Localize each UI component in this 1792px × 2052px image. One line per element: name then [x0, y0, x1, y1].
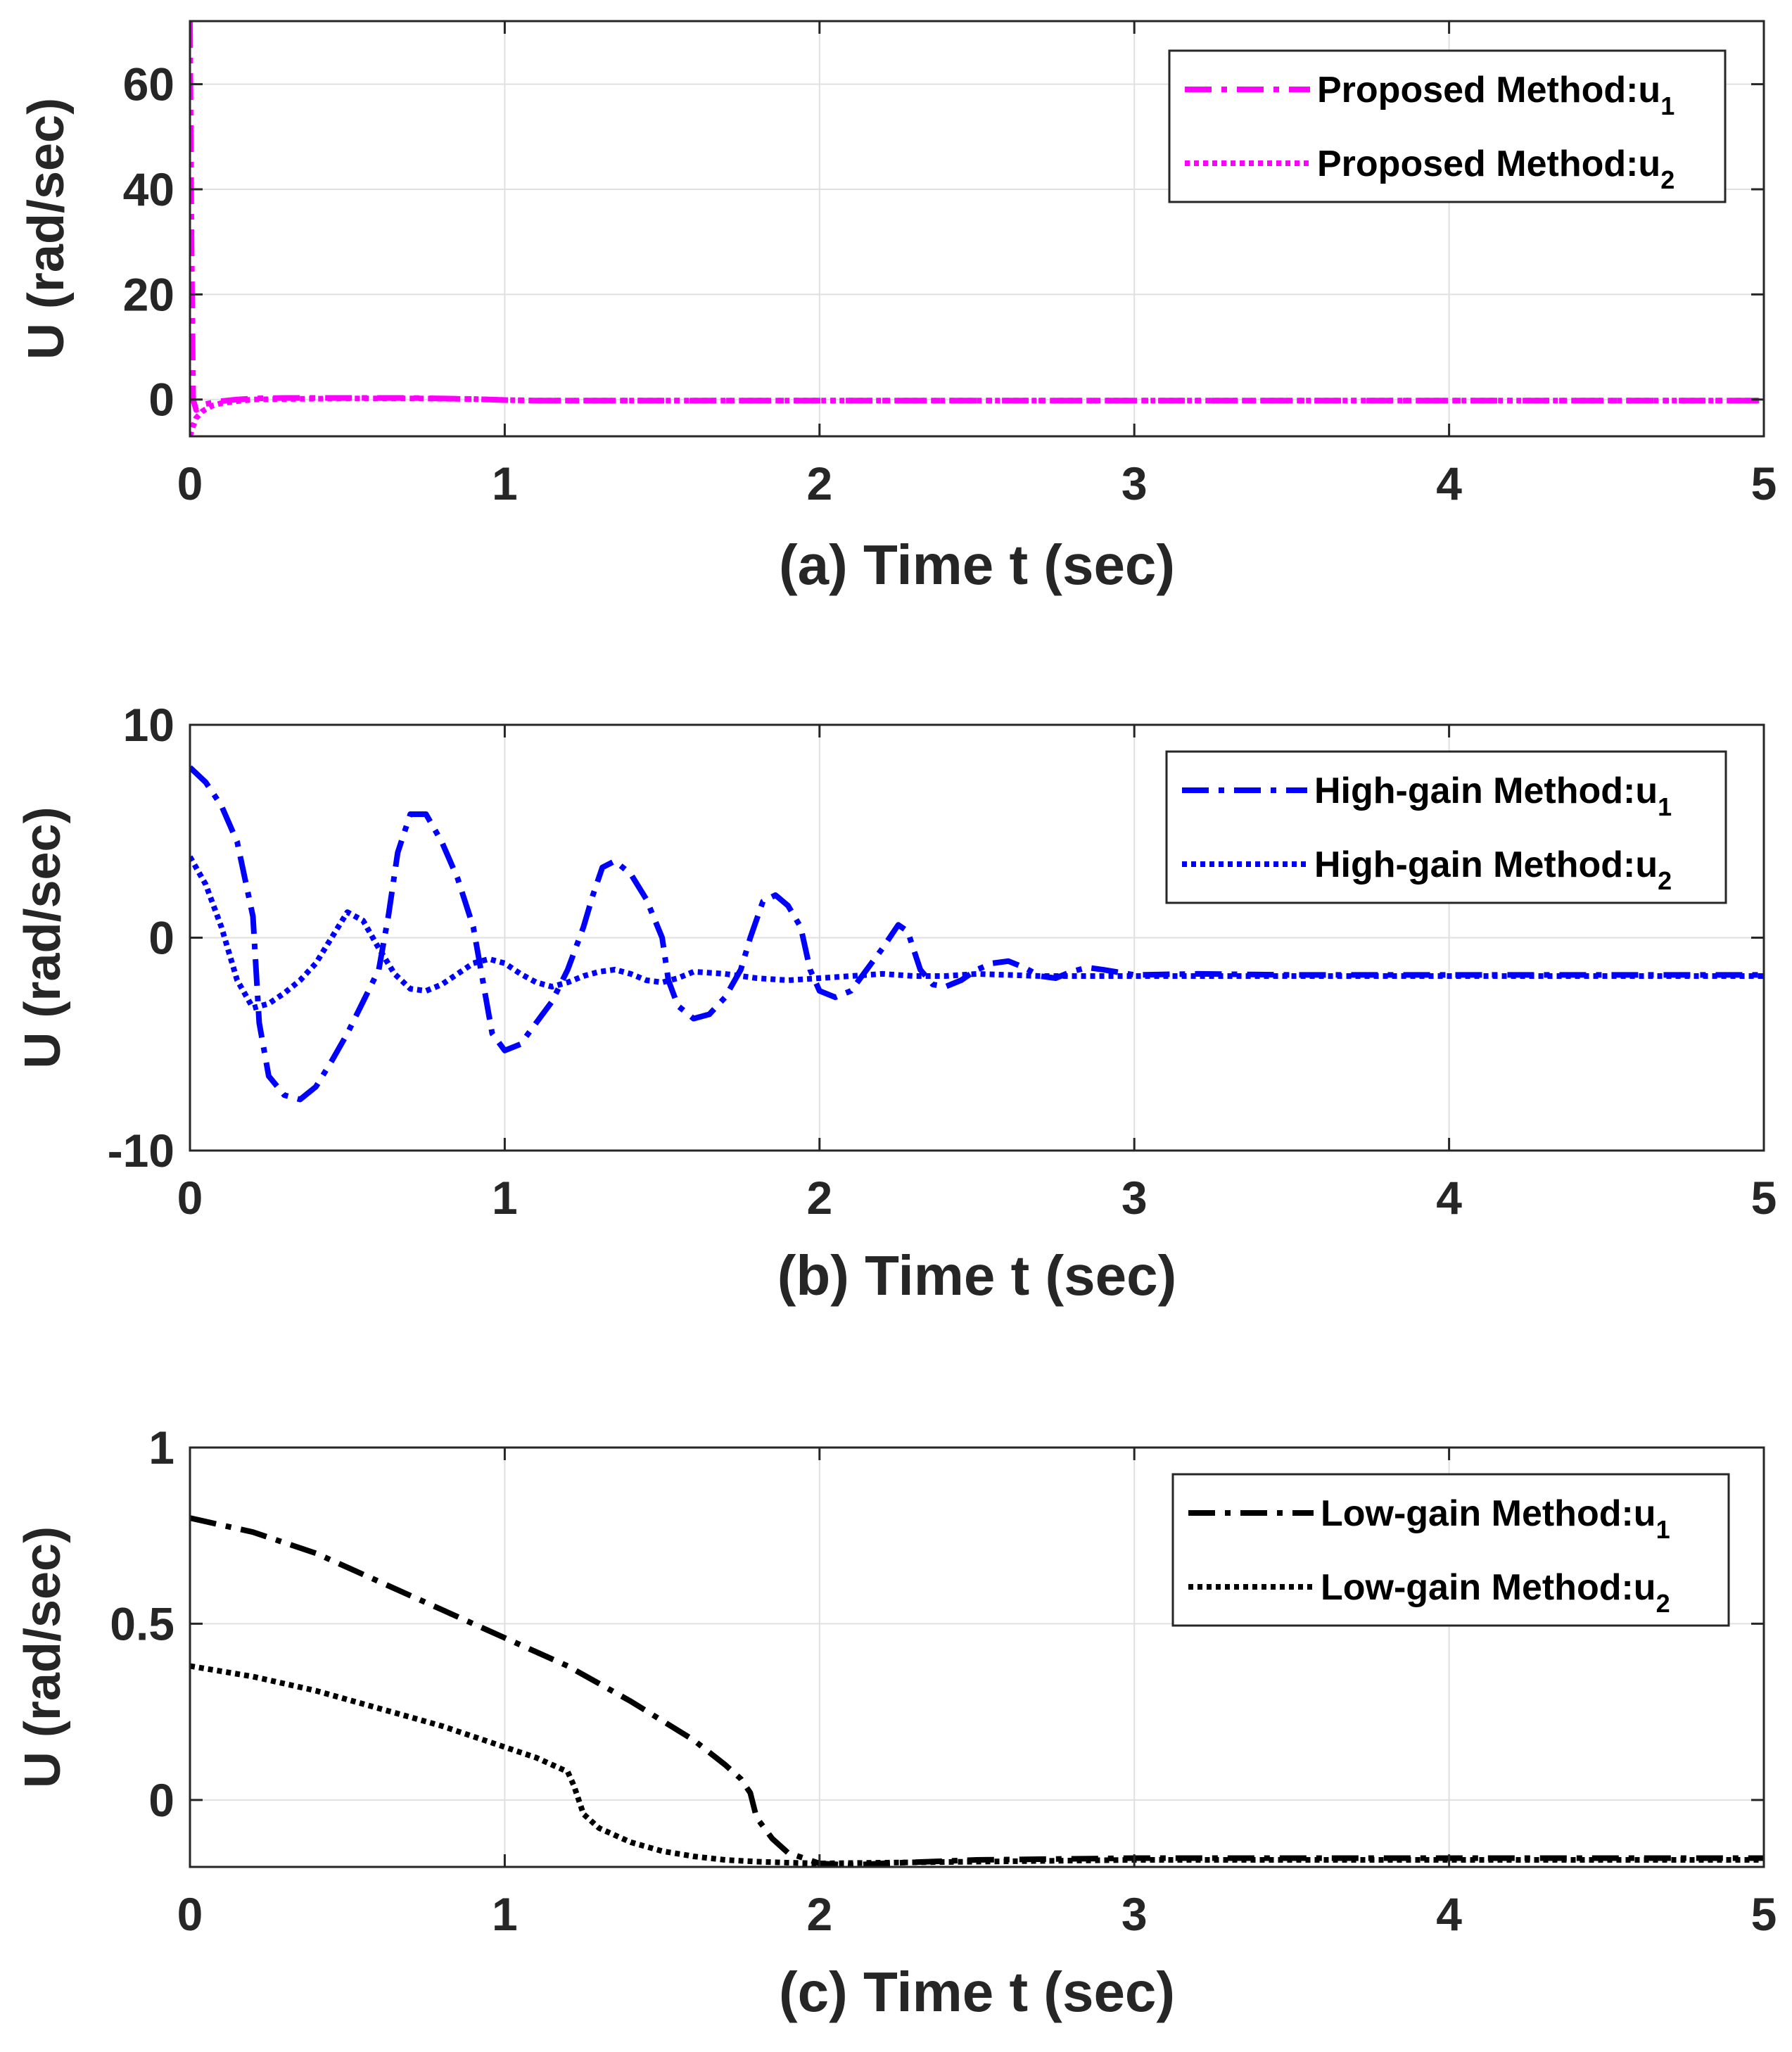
- y-axis-label: U (rad/sec): [15, 1526, 71, 1788]
- y-tick-label: 60: [123, 58, 174, 110]
- x-axis-label: (a) Time t (sec): [779, 533, 1175, 596]
- x-tick-label: 4: [1436, 1888, 1462, 1940]
- series-line-high-gain-method-u1: [190, 765, 1764, 1103]
- legend-box: [1168, 49, 1727, 203]
- x-tick-label: 4: [1436, 457, 1462, 509]
- x-tick-label: 1: [492, 457, 518, 509]
- y-tick-label: 10: [123, 699, 174, 751]
- series-line-proposed-method-u1: [190, 21, 1764, 413]
- y-axis-label: U (rad/sec): [15, 806, 71, 1068]
- series-line-low-gain-method-u1: [190, 1515, 1764, 1867]
- legend-subscript: 2: [1658, 866, 1672, 895]
- x-tick-label: 1: [492, 1172, 518, 1224]
- x-tick-label: 0: [177, 1172, 203, 1224]
- y-axis-label: U (rad/sec): [18, 98, 75, 360]
- y-tick-label: 20: [123, 268, 174, 320]
- x-tick-label: 2: [806, 1888, 832, 1940]
- subplot-3: 0 1 2 3 4 5 0 0.5 1 (c) Time t (sec) U (rad/sec) Lo…: [15, 1421, 1777, 2023]
- legend-box: [1165, 750, 1727, 904]
- y-tick-label: 0.5: [110, 1597, 174, 1649]
- y-tick-label: -10: [108, 1125, 174, 1177]
- y-tick-label: 1: [148, 1421, 174, 1474]
- series-line-proposed-method-u2: [190, 395, 1764, 436]
- y-tick-label: 0: [148, 1774, 174, 1826]
- y-tick-label: 0: [148, 912, 174, 964]
- axes-frame: [189, 1446, 1765, 1868]
- x-tick-label: 2: [806, 1172, 832, 1224]
- x-tick-label: 5: [1751, 457, 1777, 509]
- series-line-high-gain-method-u2: [190, 855, 1764, 1011]
- axes-frame: [189, 20, 1765, 438]
- legend-subscript: 1: [1656, 1515, 1670, 1544]
- legend-subscript: 2: [1656, 1589, 1670, 1618]
- x-tick-label: 3: [1121, 1172, 1148, 1224]
- x-tick-label: 3: [1121, 1888, 1148, 1940]
- subplot-1: 0 1 2 3 4 5 0 20 40 60 (a) Time t (sec) U (rad/sec)…: [18, 20, 1777, 596]
- x-tick-label: 1: [492, 1888, 518, 1940]
- legend-box: [1171, 1473, 1730, 1627]
- y-tick-label: 0: [148, 374, 174, 426]
- series-line-low-gain-method-u2: [190, 1663, 1764, 1866]
- y-tick-label: 40: [123, 163, 174, 215]
- legend-subscript: 1: [1658, 792, 1672, 821]
- x-tick-label: 5: [1751, 1888, 1777, 1940]
- x-tick-label: 5: [1751, 1172, 1777, 1224]
- x-tick-label: 0: [177, 1888, 203, 1940]
- legend-subscript: 2: [1660, 165, 1675, 194]
- x-tick-label: 3: [1121, 457, 1148, 509]
- x-tick-label: 4: [1436, 1172, 1462, 1224]
- x-axis-label: (b) Time t (sec): [777, 1244, 1177, 1307]
- x-tick-label: 0: [177, 457, 203, 509]
- x-axis-label: (c) Time t (sec): [779, 1961, 1175, 2023]
- x-tick-label: 2: [806, 457, 832, 509]
- legend-subscript: 1: [1660, 91, 1675, 120]
